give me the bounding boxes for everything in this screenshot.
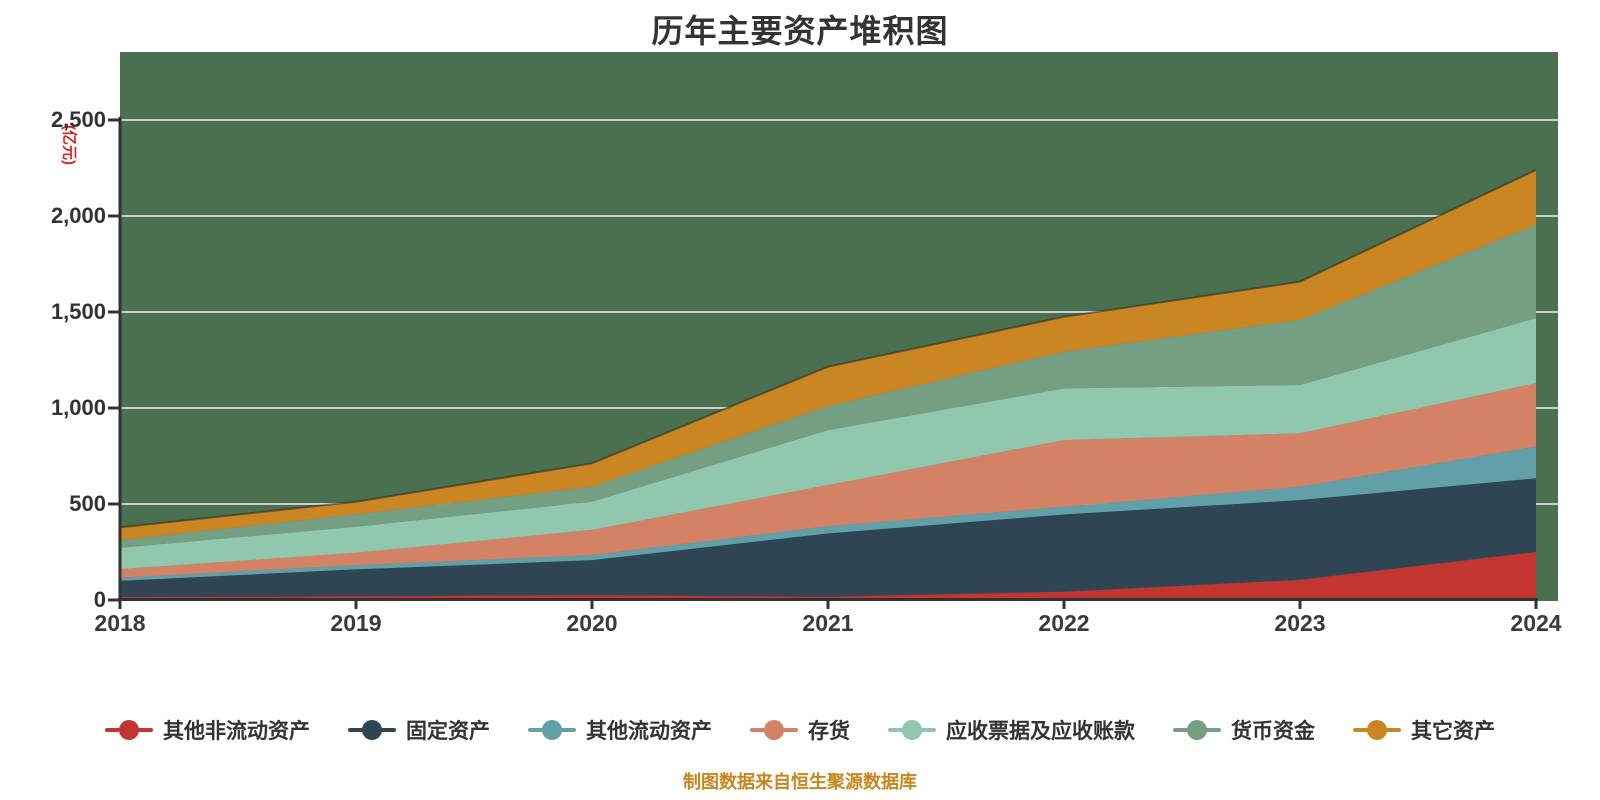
data-source-note: 制图数据来自恒生聚源数据库 — [683, 772, 917, 792]
area-4-series[interactable] — [120, 318, 1536, 570]
x-tick-label-2024: 2024 — [1510, 610, 1562, 636]
legend-marker-icon — [1353, 720, 1401, 740]
legend-dot — [542, 720, 562, 740]
y-tick-label-500: 500 — [69, 491, 106, 516]
legend-item-5[interactable]: 货币资金 — [1173, 715, 1315, 745]
legend-dot — [1367, 720, 1387, 740]
area-0-series[interactable] — [120, 552, 1536, 600]
legend-marker-icon — [105, 720, 153, 740]
total-top-edge — [119, 168, 1537, 529]
legend-item-0[interactable]: 其他非流动资产 — [105, 715, 310, 745]
y-tick-label-0: 0 — [93, 587, 106, 612]
legend-marker-icon — [348, 720, 396, 740]
y-tick-label-2,500: 2,500 — [50, 107, 106, 132]
y-tick-label-1,000: 1,000 — [50, 395, 106, 420]
legend-item-2[interactable]: 其他流动资产 — [528, 715, 712, 745]
legend-item-4[interactable]: 应收票据及应收账款 — [888, 715, 1135, 745]
legend-label: 其它资产 — [1411, 720, 1495, 743]
legend-label: 其他流动资产 — [586, 720, 712, 743]
x-tick-label-2019: 2019 — [330, 610, 382, 636]
area-3-series[interactable] — [120, 383, 1536, 578]
legend: 其他非流动资产 固定资产 其他流动资产 存货 应收票据及应收账款 货币资金 其它资产 — [0, 710, 1600, 750]
legend-label: 应收票据及应收账款 — [946, 720, 1135, 743]
legend-item-3[interactable]: 存货 — [750, 715, 850, 745]
legend-label: 货币资金 — [1231, 720, 1315, 743]
legend-label: 固定资产 — [406, 720, 490, 743]
legend-label: 存货 — [808, 720, 850, 743]
legend-marker-icon — [1173, 720, 1221, 740]
x-tick-label-2020: 2020 — [566, 610, 618, 636]
x-tick-label-2021: 2021 — [802, 610, 854, 636]
legend-dot — [1187, 720, 1207, 740]
legend-marker-icon — [750, 720, 798, 740]
x-tick-label-2022: 2022 — [1038, 610, 1090, 636]
y-tick-label-2,000: 2,000 — [50, 203, 106, 228]
legend-dot — [362, 720, 382, 740]
x-tick-label-2018: 2018 — [94, 610, 146, 636]
x-tick-label-2023: 2023 — [1274, 610, 1326, 636]
legend-dot — [119, 720, 139, 740]
legend-dot — [902, 720, 922, 740]
legend-item-6[interactable]: 其它资产 — [1353, 715, 1495, 745]
legend-item-1[interactable]: 固定资产 — [348, 715, 490, 745]
y-tick-label-1,500: 1,500 — [50, 299, 106, 324]
legend-marker-icon — [888, 720, 936, 740]
legend-dot — [764, 720, 784, 740]
chart-title: 历年主要资产堆积图 — [651, 13, 949, 49]
area-1-series[interactable] — [120, 478, 1536, 598]
legend-label: 其他非流动资产 — [163, 720, 310, 743]
legend-marker-icon — [528, 720, 576, 740]
